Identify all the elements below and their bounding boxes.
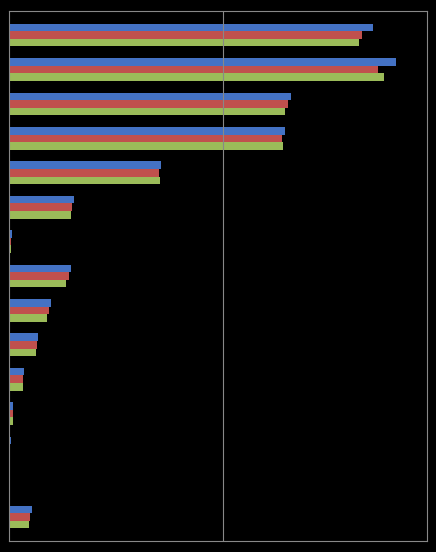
- Bar: [9, 264, 71, 272]
- Bar: [9, 211, 71, 219]
- Bar: [9, 521, 29, 528]
- Bar: [9, 349, 36, 356]
- Bar: [9, 314, 48, 322]
- Bar: [9, 127, 285, 135]
- Bar: [9, 169, 159, 177]
- Bar: [9, 333, 38, 341]
- Bar: [9, 410, 13, 417]
- Bar: [9, 272, 69, 280]
- Bar: [9, 161, 160, 169]
- Bar: [9, 135, 282, 142]
- Bar: [9, 203, 72, 211]
- Bar: [9, 471, 10, 479]
- Bar: [9, 142, 283, 150]
- Bar: [9, 417, 13, 425]
- Bar: [9, 177, 160, 184]
- Bar: [9, 39, 359, 46]
- Bar: [9, 368, 24, 375]
- Bar: [9, 24, 373, 31]
- Bar: [9, 100, 288, 108]
- Bar: [9, 196, 74, 203]
- Bar: [9, 246, 10, 253]
- Bar: [9, 73, 384, 81]
- Bar: [9, 238, 11, 246]
- Bar: [9, 306, 49, 314]
- Bar: [9, 383, 23, 391]
- Bar: [9, 375, 24, 383]
- Bar: [9, 93, 291, 100]
- Bar: [9, 66, 378, 73]
- Bar: [9, 513, 31, 521]
- Bar: [9, 108, 285, 115]
- Bar: [9, 58, 396, 66]
- Bar: [9, 230, 11, 238]
- Bar: [9, 299, 51, 306]
- Bar: [9, 341, 37, 349]
- Bar: [9, 280, 66, 288]
- Bar: [9, 402, 14, 410]
- Bar: [9, 437, 10, 444]
- Bar: [9, 444, 10, 452]
- Bar: [9, 452, 10, 459]
- Bar: [9, 506, 32, 513]
- Bar: [9, 31, 362, 39]
